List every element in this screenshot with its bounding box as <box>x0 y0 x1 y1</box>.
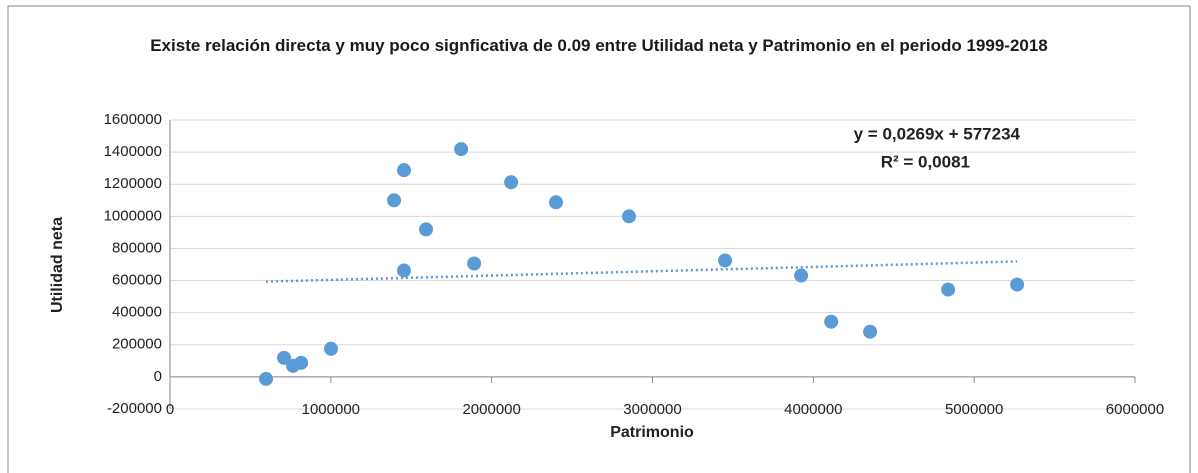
data-point <box>941 282 956 297</box>
chart-title: Existe relación directa y muy poco signf… <box>150 36 1048 55</box>
data-point <box>323 341 338 356</box>
y-axis-label: Utilidad neta <box>49 217 66 313</box>
x-tick-label: 6000000 <box>1106 401 1164 418</box>
x-tick-label: 2000000 <box>462 401 520 418</box>
data-point <box>622 209 637 224</box>
data-point <box>504 175 519 190</box>
y-tick-label: 1400000 <box>104 143 162 160</box>
data-point <box>294 355 309 370</box>
x-axis-label: Patrimonio <box>610 424 694 441</box>
data-point <box>824 314 839 329</box>
data-point <box>419 222 434 237</box>
trendline-equation: y = 0,0269x + 577234 <box>854 124 1021 143</box>
trendline-r2: R² = 0,0081 <box>881 152 970 171</box>
y-tick-label: 1600000 <box>104 111 162 128</box>
y-tick-label: 1200000 <box>104 175 162 192</box>
y-tick-label: 0 <box>154 368 162 385</box>
y-tick-label: 400000 <box>112 304 162 321</box>
y-tick-label: 800000 <box>112 239 162 256</box>
x-tick-label: 0 <box>166 401 174 418</box>
trendline <box>265 260 1018 283</box>
data-point <box>387 193 402 208</box>
data-point <box>397 163 412 178</box>
data-point <box>397 263 412 278</box>
data-point <box>718 253 733 268</box>
x-tick-label: 3000000 <box>623 401 681 418</box>
data-point <box>277 350 292 365</box>
data-point <box>549 195 563 210</box>
x-tick-label: 4000000 <box>784 401 842 418</box>
y-tick-label: -200000 <box>107 400 162 417</box>
chart-border <box>7 5 1191 473</box>
data-point <box>454 142 469 157</box>
y-tick-label: 600000 <box>112 272 162 289</box>
y-tick-label: 200000 <box>112 336 162 353</box>
data-point <box>259 371 274 386</box>
data-point <box>794 268 809 283</box>
y-tick-label: 1000000 <box>104 207 162 224</box>
data-point <box>863 324 878 339</box>
x-tick-label: 5000000 <box>945 401 1003 418</box>
data-point <box>1010 277 1025 292</box>
x-tick-label: 1000000 <box>302 401 360 418</box>
data-point <box>467 256 482 271</box>
